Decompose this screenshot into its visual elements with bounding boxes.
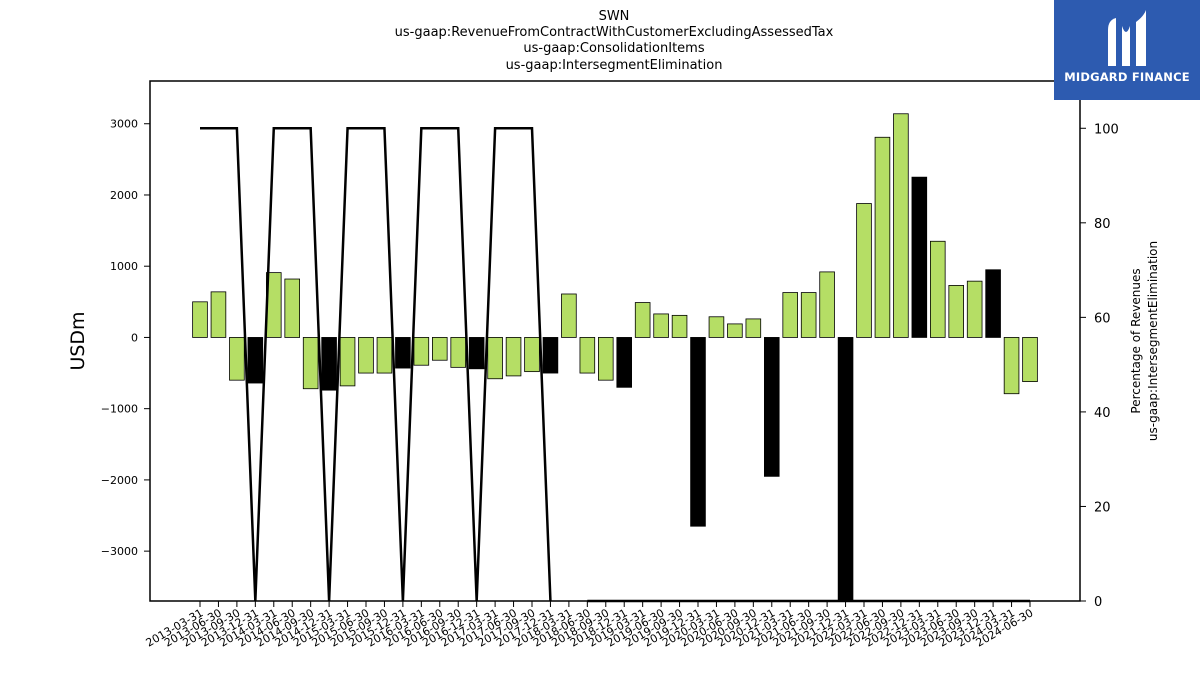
bar-2022-12-31 bbox=[911, 176, 928, 338]
bar-2013-09-30 bbox=[229, 337, 245, 381]
y-axis: −3000 −2000 −1000 0 1000 2000 3000 bbox=[101, 118, 150, 558]
bar-2015-03-31 bbox=[339, 337, 356, 387]
bar-2017-06-30 bbox=[505, 337, 522, 377]
logo-text: MIDGARD FINANCE bbox=[1064, 70, 1190, 84]
bar-2018-03-31 bbox=[561, 293, 577, 338]
bar-2016-06-30 bbox=[431, 337, 448, 361]
bar-2023-03-31 bbox=[930, 240, 946, 338]
bar-2023-06-30 bbox=[948, 285, 964, 338]
bar-2017-12-31 bbox=[542, 337, 559, 374]
bar-2019-06-30 bbox=[653, 313, 669, 338]
bar-2023-09-30 bbox=[966, 280, 983, 338]
bar-2019-09-30 bbox=[671, 314, 688, 338]
bar-2015-12-31 bbox=[395, 337, 411, 369]
bar-2021-03-31 bbox=[782, 292, 798, 338]
title-line-4: us-gaap:IntersegmentElimination bbox=[506, 58, 723, 73]
chart-title: SWN us-gaap:RevenueFromContractWithCusto… bbox=[395, 9, 834, 73]
bar-2022-09-30 bbox=[893, 113, 909, 338]
bar-2017-03-31 bbox=[487, 337, 503, 380]
midgard-logo-icon bbox=[1108, 10, 1146, 66]
y2-tick-label: 0 bbox=[1094, 595, 1102, 610]
bar-2013-03-31 bbox=[192, 301, 208, 338]
bar-2016-03-31 bbox=[413, 337, 430, 366]
y-tick-label: −3000 bbox=[101, 545, 138, 558]
y2-axis-label-line-1: Percentage of Revenues bbox=[1129, 268, 1143, 413]
y2-tick-label: 20 bbox=[1094, 500, 1111, 515]
bar-series bbox=[192, 113, 1038, 602]
bar-2022-03-31 bbox=[856, 203, 872, 338]
title-line-3: us-gaap:ConsolidationItems bbox=[523, 41, 704, 56]
title-line-2: us-gaap:RevenueFromContractWithCustomerE… bbox=[395, 25, 834, 40]
y2-tick-label: 100 bbox=[1094, 122, 1119, 137]
y-tick-label: 1000 bbox=[110, 260, 138, 273]
bar-2020-03-31 bbox=[708, 316, 725, 338]
bar-2016-12-31 bbox=[468, 337, 485, 370]
bar-2015-06-30 bbox=[358, 337, 374, 374]
bar-2022-06-30 bbox=[874, 136, 891, 338]
bar-2018-06-30 bbox=[579, 337, 596, 374]
bar-2018-12-31 bbox=[616, 337, 632, 388]
y2-tick-label: 60 bbox=[1094, 311, 1111, 326]
bar-2023-12-31 bbox=[985, 269, 1001, 338]
y-tick-label: 0 bbox=[131, 331, 138, 344]
bar-2014-09-30 bbox=[302, 337, 319, 390]
bar-2020-06-30 bbox=[727, 323, 743, 338]
bar-2020-09-30 bbox=[745, 318, 762, 338]
plot-frame bbox=[149, 80, 1081, 602]
bar-2021-06-30 bbox=[800, 292, 817, 338]
bar-2014-06-30 bbox=[284, 278, 301, 338]
y-tick-label: 2000 bbox=[110, 189, 138, 202]
bar-2013-06-30 bbox=[210, 291, 227, 338]
title-line-1: SWN bbox=[599, 9, 630, 24]
midgard-logo: MIDGARD FINANCE bbox=[1054, 0, 1200, 100]
bar-2015-09-30 bbox=[376, 337, 393, 374]
bar-2019-03-31 bbox=[634, 302, 651, 338]
bar-2020-12-31 bbox=[764, 337, 780, 477]
bar-2018-09-30 bbox=[598, 337, 614, 381]
bar-2016-09-30 bbox=[450, 337, 467, 368]
percentage-line-segment bbox=[200, 127, 552, 602]
x-axis: 2013-03-312013-06-302013-09-302013-12-31… bbox=[144, 601, 1036, 650]
bar-2014-12-31 bbox=[321, 337, 337, 391]
bar-2021-12-31 bbox=[837, 337, 854, 602]
y2-axis-label-line-2: us-gaap:IntersegmentElimination bbox=[1146, 241, 1160, 441]
bar-2017-09-30 bbox=[524, 337, 540, 373]
y2-axis: 0 20 40 60 80 100 bbox=[1080, 122, 1119, 610]
y-tick-label: −2000 bbox=[101, 474, 138, 487]
y2-tick-label: 40 bbox=[1094, 406, 1111, 421]
y-tick-label: −1000 bbox=[101, 403, 138, 416]
y2-tick-label: 80 bbox=[1094, 217, 1111, 232]
bar-2024-06-30 bbox=[1022, 337, 1038, 383]
y-tick-label: 3000 bbox=[110, 118, 138, 131]
y-axis-label: USDm bbox=[67, 311, 89, 370]
bar-2019-12-31 bbox=[690, 337, 706, 527]
bar-2013-12-31 bbox=[247, 337, 264, 384]
bar-2021-09-30 bbox=[819, 271, 835, 338]
bar-2024-03-31 bbox=[1003, 337, 1020, 395]
